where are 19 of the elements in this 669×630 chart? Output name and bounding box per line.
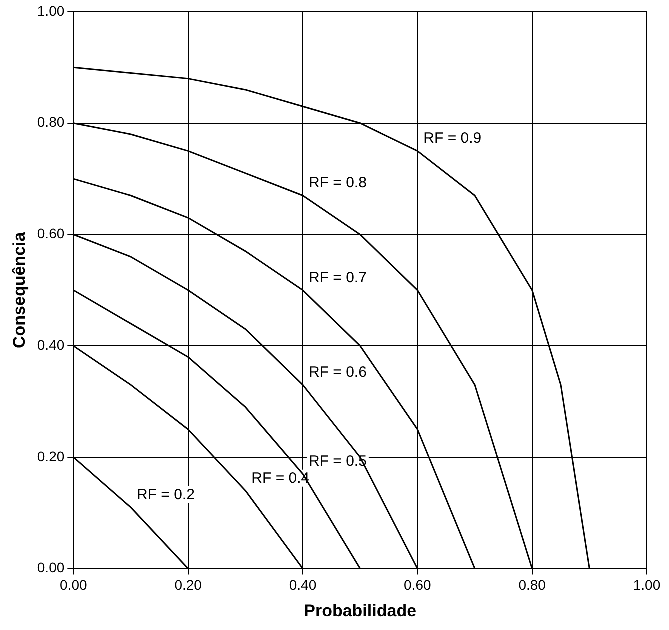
y-tick-label: 0.60 bbox=[37, 226, 65, 242]
annotation: RF = 0.6 bbox=[308, 364, 367, 382]
y-tick-label: 1.00 bbox=[37, 2, 65, 19]
x-axis-title: Probabilidade bbox=[304, 601, 417, 620]
annotation: RF = 0.2 bbox=[136, 486, 195, 504]
x-tick-label: 0.00 bbox=[60, 577, 88, 594]
y-tick-label: 0.40 bbox=[37, 336, 65, 353]
y-tick-label: 0.00 bbox=[37, 560, 65, 576]
x-tick-label: 0.20 bbox=[174, 577, 202, 594]
x-tick-label: 0.60 bbox=[404, 577, 432, 594]
annotation: RF = 0.9 bbox=[424, 130, 482, 148]
x-tick-label: 1.00 bbox=[633, 577, 661, 594]
x-tick-label: 0.40 bbox=[289, 577, 317, 594]
y-tick-label: 0.80 bbox=[37, 114, 65, 130]
y-axis-title: Consequência bbox=[10, 232, 29, 348]
annotation: RF = 0.8 bbox=[308, 174, 367, 192]
x-tick-label: 0.80 bbox=[518, 577, 546, 594]
annotation: RF = 0.7 bbox=[308, 269, 367, 286]
y-tick-label: 0.20 bbox=[37, 448, 65, 464]
